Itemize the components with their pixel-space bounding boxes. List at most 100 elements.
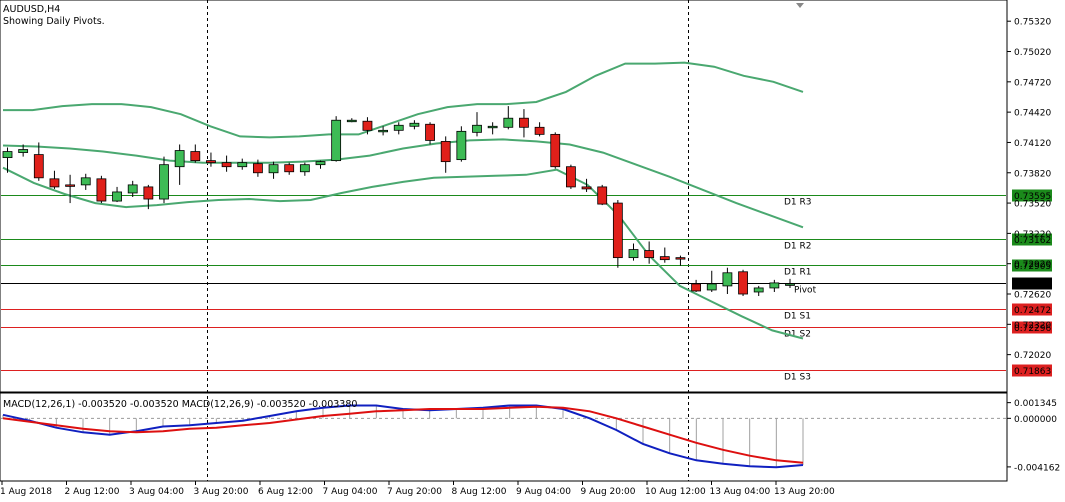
pivot-price-tag-label: 0.73162 bbox=[1014, 236, 1051, 246]
price-tick-label: 0.74720 bbox=[1014, 78, 1051, 88]
pivot-price-tag bbox=[1012, 189, 1052, 202]
price-tick-label: 0.73820 bbox=[1014, 169, 1051, 179]
candle-body bbox=[550, 133, 561, 168]
candle-body bbox=[331, 119, 342, 162]
candle-body bbox=[174, 150, 185, 168]
pivot-price-tag-label: 0.72472 bbox=[1014, 306, 1051, 316]
candle-body bbox=[425, 123, 435, 141]
price-tick-label: 0.75320 bbox=[1014, 18, 1051, 28]
candle-body bbox=[738, 271, 748, 295]
candle-body bbox=[691, 283, 701, 292]
candle-body bbox=[268, 164, 279, 174]
candle-body bbox=[362, 120, 373, 131]
candle-body bbox=[18, 149, 29, 153]
candle-body bbox=[785, 283, 795, 286]
bollinger-middle-line bbox=[2, 138, 804, 229]
price-tick-label: 0.73520 bbox=[1014, 200, 1051, 210]
candles bbox=[2, 106, 795, 297]
bollinger-lower-line bbox=[2, 166, 804, 340]
candle-body bbox=[143, 186, 154, 200]
candle-body bbox=[96, 178, 107, 202]
pivot-price-tag-label: 0.72905 bbox=[1014, 262, 1051, 272]
pivot-label: D1 R1 bbox=[784, 268, 812, 278]
candle-body bbox=[299, 164, 310, 173]
pivot-price-tag bbox=[1012, 277, 1052, 290]
time-axis: 1 Aug 2018 2 Aug 12:00 3 Aug 04:00 3 Aug 20… bbox=[0, 481, 835, 497]
candle-body bbox=[315, 161, 326, 166]
pivot-label: D1 S2 bbox=[784, 330, 811, 340]
time-tick-label: 13 Aug 04:00 bbox=[710, 487, 771, 497]
candle-body bbox=[440, 141, 451, 163]
macd-signal-line bbox=[2, 405, 804, 464]
candle-body bbox=[206, 160, 216, 164]
candle-body bbox=[597, 186, 608, 205]
candle-body bbox=[472, 124, 482, 133]
bollinger-upper-line bbox=[3, 61, 804, 139]
time-tick-label: 9 Aug 04:00 bbox=[516, 487, 571, 497]
time-tick-label: 3 Aug 04:00 bbox=[129, 487, 184, 497]
candle-body bbox=[159, 164, 169, 200]
symbol-title: AUDUSD,H4 bbox=[3, 4, 60, 15]
candle-body bbox=[80, 177, 91, 186]
macd-tick-label: -0.004162 bbox=[1014, 463, 1060, 473]
pivot-price-tag-label: 0.73595 bbox=[1014, 192, 1051, 202]
pivot-label: D1 S3 bbox=[784, 373, 811, 383]
candle-body bbox=[675, 257, 686, 260]
price-tick-label: 0.72920 bbox=[1014, 260, 1051, 270]
macd-main-line bbox=[2, 404, 804, 469]
candle-body bbox=[487, 125, 498, 129]
pivot-price-tag bbox=[1012, 321, 1052, 334]
candle-body bbox=[503, 117, 514, 128]
candle-body bbox=[534, 126, 545, 135]
candle-body bbox=[612, 202, 623, 259]
pivot-price-tag bbox=[1012, 364, 1052, 377]
time-tick-label: 7 Aug 20:00 bbox=[387, 487, 442, 497]
price-tick-label: 0.74420 bbox=[1014, 109, 1051, 119]
candle-body bbox=[284, 164, 295, 173]
price-tick-label: 0.74120 bbox=[1014, 139, 1051, 149]
price-tick-label: 0.72620 bbox=[1014, 291, 1051, 301]
candle-body bbox=[566, 166, 576, 188]
indicator-subtitle: Showing Daily Pivots. bbox=[3, 16, 105, 27]
bollinger-bands bbox=[2, 61, 804, 340]
price-axis: 0.75320 0.75020 0.74720 0.74420 0.74120 0.738… bbox=[1007, 18, 1051, 361]
candle-body bbox=[346, 119, 357, 123]
candle-body bbox=[127, 184, 138, 194]
price-tick-label: 0.72320 bbox=[1014, 321, 1051, 331]
pivot-price-tag-label: 0.72296 bbox=[1014, 324, 1051, 334]
time-tick-label: 1 Aug 2018 bbox=[0, 487, 52, 497]
time-tick-label: 8 Aug 12:00 bbox=[452, 487, 507, 497]
time-tick-label: 3 Aug 20:00 bbox=[194, 487, 249, 497]
candle-body bbox=[190, 151, 201, 162]
candle-body bbox=[581, 186, 592, 190]
time-tick-label: 2 Aug 12:00 bbox=[65, 487, 120, 497]
macd-indicator: 0.001345 0.000000 -0.004162 bbox=[1, 399, 1060, 473]
time-tick-label: 7 Aug 04:00 bbox=[323, 487, 378, 497]
macd-title: MACD(12,26,1) -0.003520 -0.003520 MACD(1… bbox=[3, 399, 357, 410]
candle-body bbox=[221, 162, 232, 168]
pivot-label: D1 R2 bbox=[784, 242, 812, 252]
pivot-price-tag-label: 0.71863 bbox=[1014, 367, 1051, 377]
candle-body bbox=[753, 287, 764, 293]
candle-body bbox=[378, 129, 389, 133]
pivot-label: D1 S1 bbox=[784, 312, 811, 322]
candle-body bbox=[49, 178, 60, 188]
candle-body bbox=[644, 250, 655, 259]
candle-body bbox=[769, 282, 780, 289]
candle-body bbox=[393, 124, 404, 131]
candle-body bbox=[112, 191, 122, 202]
time-tick-label: 9 Aug 20:00 bbox=[581, 487, 636, 497]
pivot-label: D1 R3 bbox=[784, 198, 812, 208]
candle-body bbox=[628, 249, 639, 259]
pivot-label: Pivot bbox=[794, 286, 817, 296]
pivot-price-tag bbox=[1012, 233, 1052, 246]
candle-body bbox=[252, 163, 263, 174]
macd-tick-label: 0.000000 bbox=[1014, 415, 1057, 425]
candle-body bbox=[722, 272, 733, 287]
time-tick-label: 6 Aug 12:00 bbox=[258, 487, 313, 497]
candle-body bbox=[706, 283, 717, 291]
candle-body bbox=[519, 117, 529, 128]
chart-shift-marker-icon[interactable] bbox=[796, 3, 804, 8]
